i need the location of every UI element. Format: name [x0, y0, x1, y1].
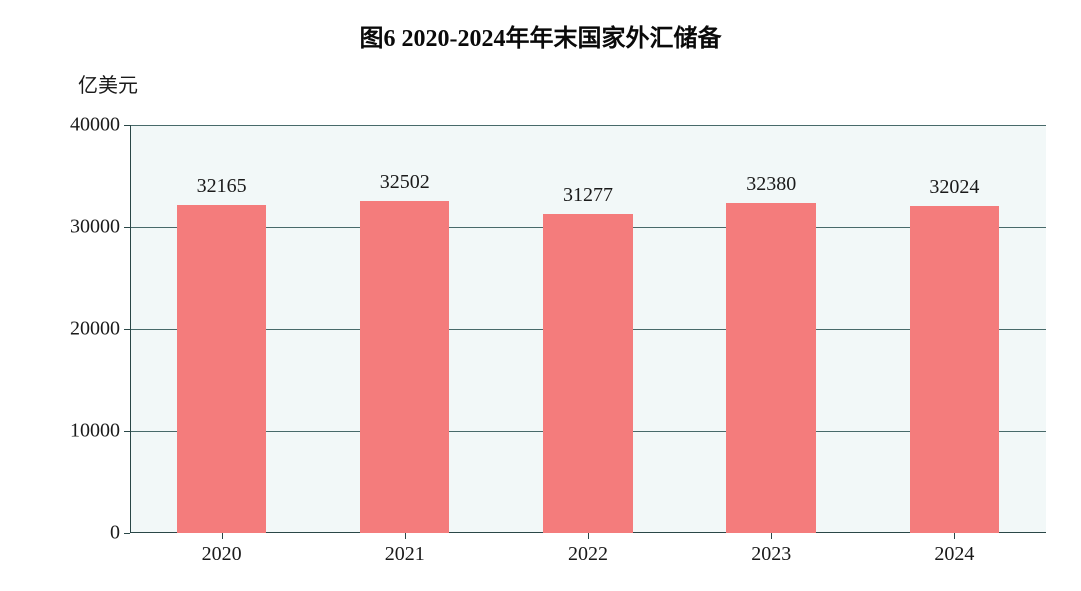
y-tick-label: 10000	[50, 420, 120, 443]
x-tick-mark	[954, 533, 955, 539]
x-tick-mark	[771, 533, 772, 539]
x-tick-label: 2023	[751, 543, 791, 566]
bar-value-label: 32024	[929, 176, 979, 199]
x-tick-label: 2021	[385, 543, 425, 566]
bar-value-label: 31277	[563, 184, 613, 207]
y-tick-label: 30000	[50, 216, 120, 239]
x-tick-mark	[588, 533, 589, 539]
y-tick-label: 0	[50, 522, 120, 545]
y-tick-label: 40000	[50, 114, 120, 137]
bar-value-label: 32502	[380, 171, 430, 194]
chart-container: 图6 2020-2024年年末国家外汇储备 亿美元 0 10000 20000 300…	[0, 0, 1081, 591]
y-tick-mark	[124, 431, 130, 432]
gridline	[130, 125, 1046, 126]
bar	[910, 206, 999, 533]
y-tick-mark	[124, 533, 130, 534]
x-tick-mark	[222, 533, 223, 539]
y-tick-mark	[124, 227, 130, 228]
bar	[177, 205, 266, 533]
y-tick-mark	[124, 329, 130, 330]
y-tick-mark	[124, 125, 130, 126]
x-tick-label: 2020	[202, 543, 242, 566]
x-tick-mark	[405, 533, 406, 539]
y-axis-unit-label: 亿美元	[78, 69, 138, 98]
bar-value-label: 32165	[197, 175, 247, 198]
bar-value-label: 32380	[746, 173, 796, 196]
bar	[726, 203, 815, 533]
y-axis	[130, 125, 131, 533]
y-tick-label: 20000	[50, 318, 120, 341]
x-tick-label: 2022	[568, 543, 608, 566]
bar	[360, 201, 449, 533]
x-tick-label: 2024	[934, 543, 974, 566]
bar	[543, 214, 632, 533]
chart-title: 图6 2020-2024年年末国家外汇储备	[0, 18, 1081, 53]
